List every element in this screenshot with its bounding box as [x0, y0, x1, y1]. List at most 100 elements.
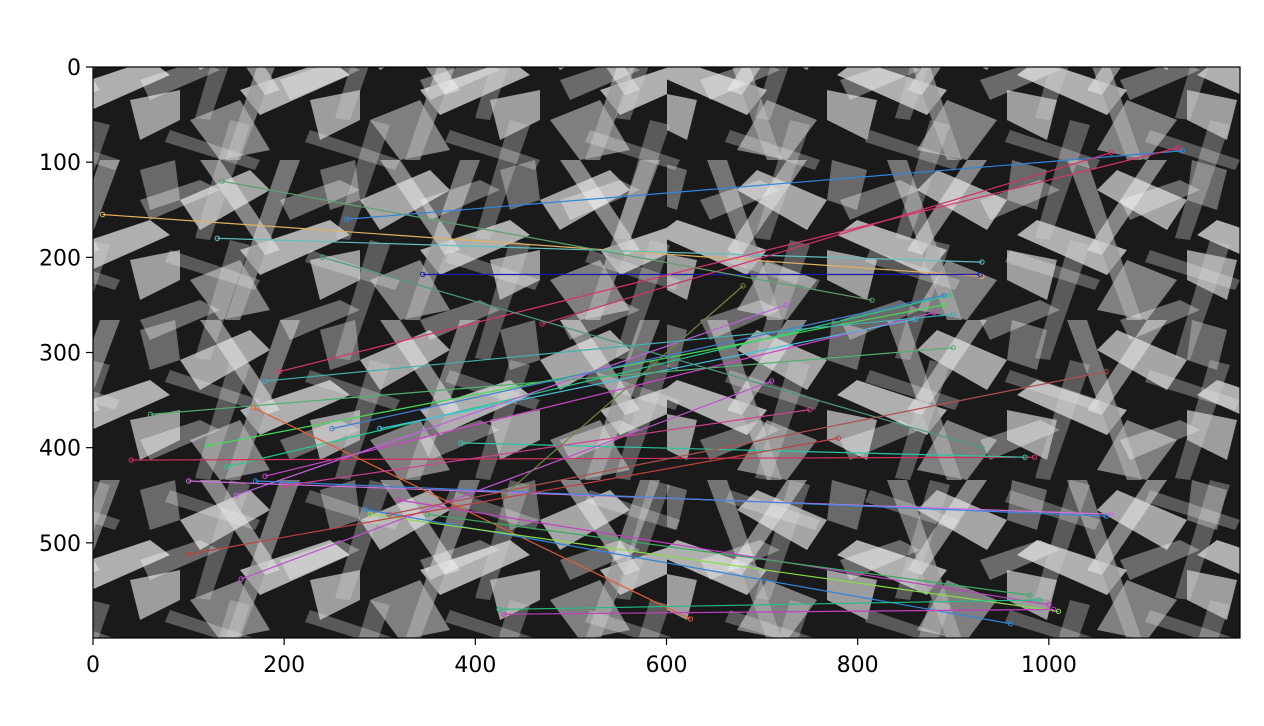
keypoint-25-left [319, 254, 326, 261]
keypoint-30-left [329, 425, 335, 432]
keypoint-22-right [1036, 597, 1042, 603]
x-tick-label: 400 [454, 653, 496, 678]
keypoint-31-left [262, 378, 268, 384]
match-line-12 [460, 442, 1025, 458]
match-line-11 [131, 456, 1035, 461]
match-line-16 [253, 407, 691, 620]
keypoint-17-left [362, 506, 369, 513]
y-tick-label: 100 [39, 151, 81, 176]
keypoint-21-right [1050, 606, 1057, 613]
keypoint-9-left [377, 425, 383, 432]
keypoint-31-right [950, 311, 956, 318]
keypoint-7-left [205, 443, 211, 449]
keypoint-9-right [912, 316, 918, 322]
match-line-19 [398, 499, 1049, 606]
keypoint-13-left [185, 478, 192, 484]
keypoint-15-right [950, 345, 956, 351]
x-tick-label: 600 [646, 653, 688, 678]
keypoint-0-left [99, 211, 106, 218]
keypoint-7-right [940, 302, 947, 308]
match-lines [99, 145, 1186, 627]
keypoint-26-left [219, 178, 225, 184]
keypoint-10-left [233, 492, 240, 498]
match-line-22 [499, 599, 1040, 611]
match-line-10 [236, 304, 787, 496]
keypoint-19-right [1046, 601, 1052, 608]
match-line-29 [284, 409, 810, 487]
keypoint-19-left [396, 497, 402, 503]
x-tick-label: 200 [263, 653, 305, 678]
match-line-20 [427, 513, 1030, 596]
x-tick-label: 800 [837, 653, 879, 678]
keypoint-28-right [740, 283, 746, 289]
keypoint-6-left [224, 464, 230, 470]
keypoint-14-left [252, 478, 259, 484]
keypoint-27-left [386, 511, 393, 517]
keypoint-20-right [1027, 592, 1033, 598]
keypoint-18-right [1055, 608, 1062, 615]
keypoint-4-left [276, 368, 283, 375]
match-line-9 [379, 318, 916, 430]
keypoint-29-left [281, 483, 287, 489]
y-axis: 0 100 200 300 400 500 [39, 56, 93, 557]
match-line-31 [264, 313, 954, 382]
keypoint-8-left [262, 473, 268, 479]
match-line-14 [255, 480, 1107, 517]
keypoint-2-right [979, 259, 985, 265]
keypoint-12-right [1022, 454, 1028, 460]
keypoint-22-left [496, 606, 502, 613]
keypoint-3-left [343, 216, 349, 222]
keypoint-29-right [807, 406, 813, 413]
keypoint-1-right [977, 271, 983, 278]
x-tick-label: 1000 [1021, 653, 1077, 678]
keypoint-1-left [420, 271, 426, 278]
match-line-3 [346, 150, 1183, 220]
x-tick-label: 0 [86, 653, 100, 678]
match-line-23 [240, 380, 772, 580]
match-line-24 [188, 437, 839, 555]
keypoint-18-left [367, 511, 373, 517]
keypoint-24-right [835, 435, 842, 441]
x-axis: 0 200 400 600 800 1000 [86, 638, 1077, 678]
y-tick-label: 500 [39, 532, 81, 557]
match-line-18 [370, 513, 1059, 612]
keypoint-4-right [1175, 145, 1181, 151]
keypoint-17-right [1007, 621, 1014, 627]
keypoint-10-right [783, 302, 789, 308]
keypoint-23-left [238, 576, 244, 582]
keypoint-25-right [979, 444, 985, 451]
keypoint-23-right [768, 378, 775, 384]
match-line-4 [279, 147, 1179, 373]
keypoint-13-right [1108, 511, 1114, 517]
match-line-30 [331, 294, 944, 430]
y-tick-label: 0 [67, 56, 81, 81]
keypoint-30-right [940, 292, 947, 299]
keypoint-8-right [931, 309, 937, 316]
match-line-25 [322, 256, 983, 449]
y-tick-label: 200 [39, 246, 81, 271]
match-line-8 [264, 311, 935, 477]
keypoint-5-right [1108, 149, 1114, 156]
y-tick-label: 300 [39, 342, 81, 367]
keypoint-26-right [869, 297, 875, 303]
match-line-21 [504, 608, 1054, 615]
keypoint-5-left [539, 321, 545, 327]
match-line-5 [542, 152, 1112, 325]
keypoint-11-right [1031, 454, 1038, 460]
match-line-28 [503, 285, 744, 496]
y-tick-label: 400 [39, 437, 81, 462]
match-line-26 [221, 180, 873, 301]
keypoint-15-left [147, 411, 154, 418]
keypoint-3-right [1179, 148, 1186, 154]
image-panel [93, 67, 1240, 638]
keypoint-2-left [214, 235, 220, 242]
keypoint-12-left [458, 440, 464, 446]
keypoint-28-left [501, 492, 507, 498]
keypoint-21-left [501, 611, 507, 617]
keypoint-14-right [1103, 513, 1109, 519]
keypoint-27-right [1103, 368, 1109, 375]
keypoint-16-left [250, 404, 257, 411]
keypoint-16-right [687, 616, 694, 622]
keypoint-11-left [128, 457, 134, 463]
